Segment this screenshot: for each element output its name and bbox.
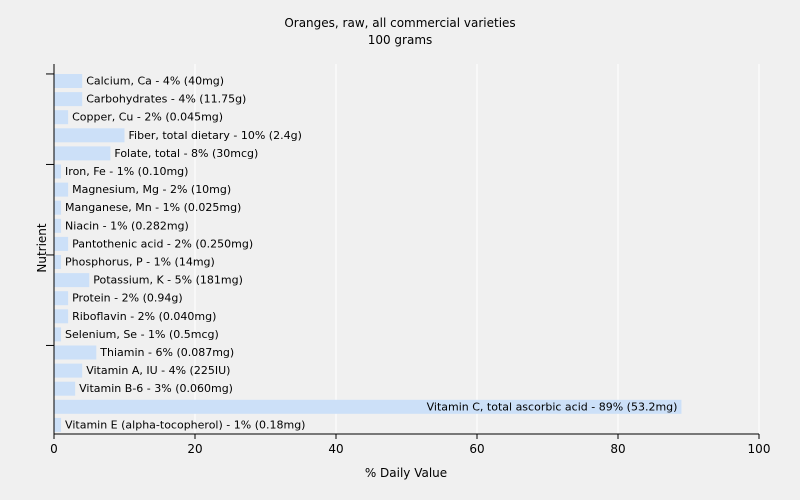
y-axis-title: Nutrient bbox=[35, 223, 49, 273]
x-tick-label: 60 bbox=[469, 442, 484, 456]
bar bbox=[54, 236, 69, 251]
bar-label: Iron, Fe - 1% (0.10mg) bbox=[65, 165, 188, 178]
bar bbox=[54, 164, 62, 179]
chart-subtitle: 100 grams bbox=[368, 33, 433, 47]
bars bbox=[54, 74, 682, 432]
axes bbox=[46, 64, 760, 439]
bar-label: Manganese, Mn - 1% (0.025mg) bbox=[65, 201, 241, 214]
x-tick-label: 0 bbox=[50, 442, 58, 456]
bar-label: Vitamin C, total ascorbic acid - 89% (53… bbox=[427, 400, 678, 413]
bar-label: Fiber, total dietary - 10% (2.4g) bbox=[129, 129, 302, 142]
bar bbox=[54, 399, 682, 414]
x-tick-label: 100 bbox=[748, 442, 771, 456]
bar bbox=[54, 200, 62, 215]
bar-label: Phosphorus, P - 1% (14mg) bbox=[65, 256, 215, 269]
x-tick-label: 40 bbox=[328, 442, 343, 456]
grid-lines bbox=[194, 64, 760, 434]
bar bbox=[54, 218, 62, 233]
bar-label: Vitamin E (alpha-tocopherol) - 1% (0.18m… bbox=[65, 418, 305, 431]
bar-label: Magnesium, Mg - 2% (10mg) bbox=[72, 183, 231, 196]
bar bbox=[54, 309, 69, 324]
bar bbox=[54, 381, 76, 396]
bar-label: Folate, total - 8% (30mcg) bbox=[114, 147, 258, 160]
bar bbox=[54, 417, 62, 432]
bar bbox=[54, 74, 83, 88]
bar-label: Vitamin A, IU - 4% (225IU) bbox=[86, 364, 230, 377]
bar bbox=[54, 363, 83, 378]
bar bbox=[54, 92, 83, 107]
bar bbox=[54, 327, 62, 342]
bar-label: Niacin - 1% (0.282mg) bbox=[65, 219, 189, 232]
bar-label: Carbohydrates - 4% (11.75g) bbox=[86, 93, 246, 106]
bar bbox=[54, 255, 62, 269]
bar-label: Thiamin - 6% (0.087mg) bbox=[99, 346, 234, 359]
bar-label: Vitamin B-6 - 3% (0.060mg) bbox=[79, 382, 233, 395]
bar-label: Copper, Cu - 2% (0.045mg) bbox=[72, 111, 223, 124]
bar bbox=[54, 345, 97, 360]
bar bbox=[54, 128, 125, 143]
x-axis-title: % Daily Value bbox=[365, 466, 447, 480]
bar bbox=[54, 291, 69, 306]
chart-title: Oranges, raw, all commercial varieties bbox=[284, 16, 515, 30]
bar bbox=[54, 110, 69, 125]
bar bbox=[54, 273, 90, 288]
bar-label: Potassium, K - 5% (181mg) bbox=[93, 274, 243, 287]
bar-label: Calcium, Ca - 4% (40mg) bbox=[86, 75, 224, 88]
bar-label: Riboflavin - 2% (0.040mg) bbox=[72, 310, 216, 323]
x-tick-labels: 0 20 40 60 80 100 bbox=[50, 442, 770, 456]
bar-label: Pantothenic acid - 2% (0.250mg) bbox=[72, 237, 253, 250]
bar bbox=[54, 146, 111, 161]
x-tick-label: 20 bbox=[187, 442, 202, 456]
bar-label: Protein - 2% (0.94g) bbox=[72, 292, 183, 305]
bar-label: Selenium, Se - 1% (0.5mcg) bbox=[65, 328, 219, 341]
bar-labels: Calcium, Ca - 4% (40mg) Carbohydrates - 4… bbox=[65, 75, 677, 432]
x-tick-label: 80 bbox=[610, 442, 625, 456]
bar bbox=[54, 182, 69, 197]
